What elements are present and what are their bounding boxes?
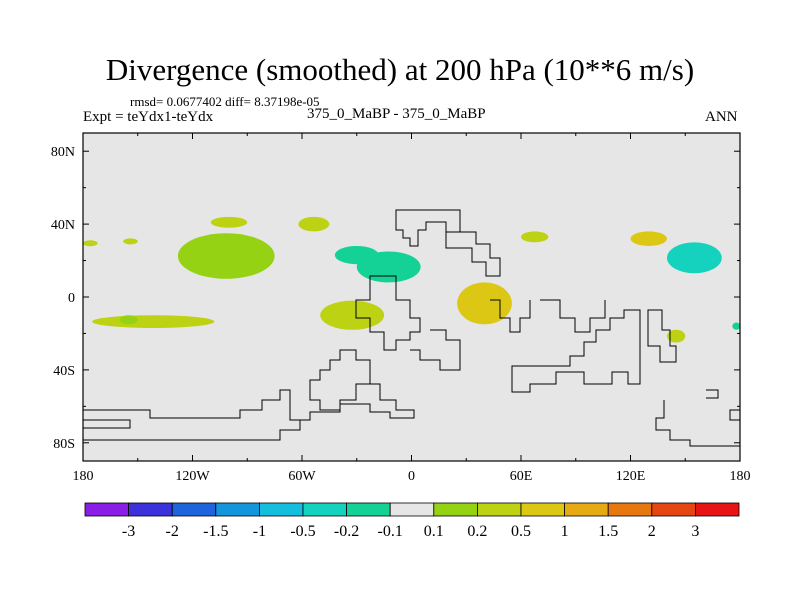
colorbar-label: 3 [691, 523, 699, 540]
experiment-label: Expt = teYdx1-teYdx [83, 109, 214, 125]
y-axis: 80N 40N 0 40S 80S [51, 145, 740, 452]
field-region [630, 231, 667, 246]
field-region [83, 240, 98, 247]
field-region [119, 315, 138, 325]
colorbar-swatch [346, 502, 391, 517]
colorbar-swatch [302, 502, 347, 517]
field-region [356, 251, 421, 283]
field-region [667, 242, 722, 274]
case-label: 375_0_MaBP - 375_0_MaBP [307, 106, 486, 122]
plot-title: Divergence (smoothed) at 200 hPa (10**6 … [105, 52, 695, 87]
map-background [83, 133, 740, 461]
x-tick-label: 60E [510, 469, 533, 484]
colorbar-label: -2 [166, 523, 179, 540]
field-region [521, 231, 549, 243]
colorbar-swatch [607, 502, 653, 517]
x-tick-label: 120E [616, 469, 646, 484]
y-tick-label: 80S [53, 437, 75, 452]
colorbar-label: 1 [561, 523, 569, 540]
field-region [457, 282, 512, 325]
y-tick-label: 80N [51, 145, 75, 160]
colorbar-label: -3 [122, 523, 135, 540]
field-region [92, 315, 215, 328]
colorbar-label: 1.5 [598, 523, 618, 540]
colorbar-label: -1.5 [203, 523, 228, 540]
colorbar-swatch [433, 502, 478, 517]
colorbar-label: 0.1 [424, 523, 444, 540]
season-label: ANN [705, 109, 738, 125]
x-axis: 180 120W 60W 0 60E 120E 180 [73, 133, 751, 484]
colorbar-swatch [171, 502, 217, 517]
stats-label: rmsd= 0.0677402 diff= 8.37198e-05 [130, 94, 320, 109]
colorbar-label: 0.5 [511, 523, 531, 540]
y-tick-label: 0 [68, 291, 75, 306]
colorbar-swatch [651, 502, 696, 517]
coastlines [83, 209, 741, 458]
colorbar-swatch [520, 502, 565, 517]
field-region [320, 300, 385, 330]
colorbar-swatch [695, 502, 740, 517]
colorbar-swatch [128, 502, 173, 517]
colorbar-swatch [215, 502, 260, 517]
colorbar-label: -1 [253, 523, 266, 540]
colorbar-swatch [84, 502, 129, 517]
field-region [667, 329, 686, 343]
y-tick-label: 40S [53, 364, 75, 379]
colorbar-label: -0.5 [290, 523, 315, 540]
colorbar-swatch [564, 502, 609, 517]
x-tick-label: 180 [730, 469, 751, 484]
colorbar: -3 -2 -1.5 -1 -0.5 -0.2 -0.1 0.1 0.2 0.5 1 1.5 2 3 [84, 502, 740, 540]
x-tick-label: 120W [175, 469, 210, 484]
x-tick-label: 0 [408, 469, 415, 484]
y-tick-label: 40N [51, 218, 75, 233]
colorbar-label: -0.1 [378, 523, 403, 540]
field-region [732, 322, 741, 330]
x-tick-label: 180 [73, 469, 94, 484]
x-tick-label: 60W [288, 469, 316, 484]
field-region [123, 238, 138, 245]
field-region [177, 233, 275, 279]
colorbar-label: -0.2 [334, 523, 359, 540]
colorbar-label: 0.2 [467, 523, 487, 540]
colorbar-label: 2 [648, 523, 656, 540]
field-region [210, 216, 248, 228]
colorbar-swatch [476, 502, 522, 517]
colorbar-swatch [389, 502, 435, 517]
colorbar-swatch [258, 502, 304, 517]
field-region [298, 216, 330, 232]
field-blobs [83, 216, 741, 343]
